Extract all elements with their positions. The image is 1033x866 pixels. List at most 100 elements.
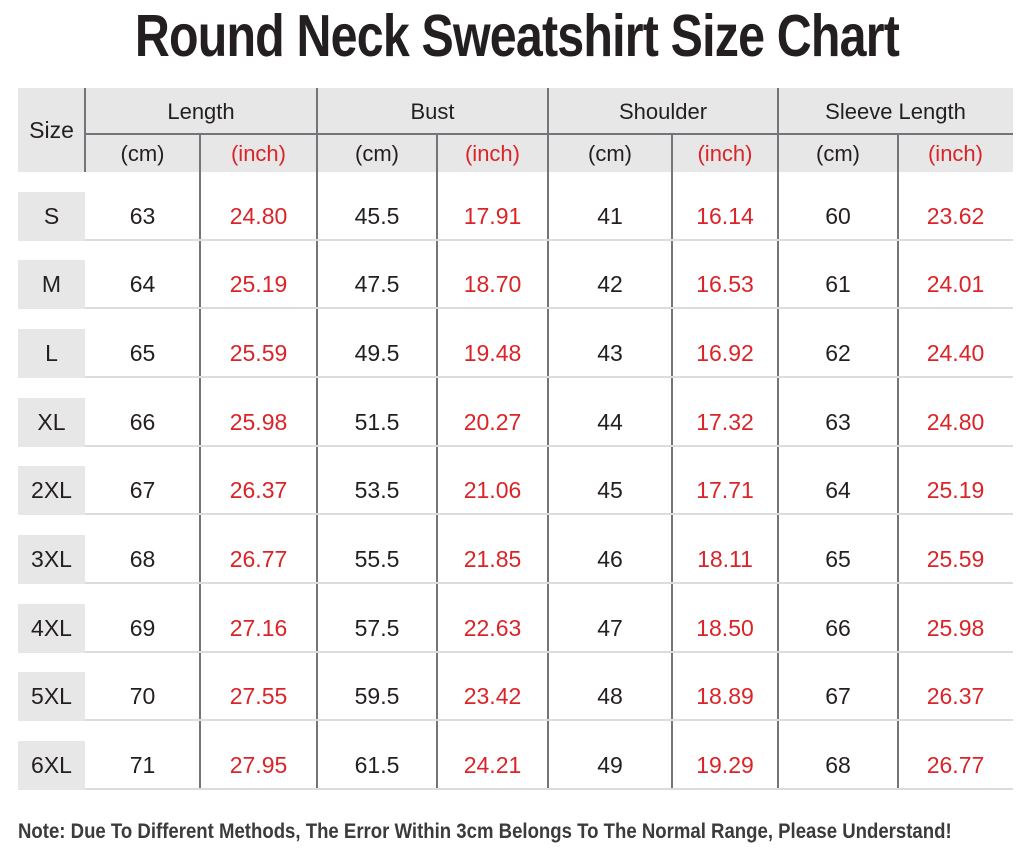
data-cell: 20.27	[463, 408, 522, 435]
data-cell: 27.16	[229, 614, 288, 641]
data-cell: 25.59	[229, 339, 288, 366]
data-cell: 24.40	[926, 339, 985, 366]
unit-inch-label: (inch)	[697, 140, 753, 166]
data-cell: 60	[825, 202, 851, 229]
data-cell: 61	[825, 271, 851, 298]
data-cell: 47	[597, 614, 623, 641]
data-cell: 25.59	[926, 545, 985, 572]
data-cell: 21.85	[463, 545, 522, 572]
data-cell: 27.95	[229, 751, 288, 778]
data-cell: 53.5	[354, 477, 400, 504]
data-cell: 42	[597, 271, 623, 298]
header-group-bust: Bust	[410, 98, 455, 124]
data-cell: 65	[825, 545, 851, 572]
data-cell: 26.37	[229, 477, 288, 504]
page-title: Round Neck Sweatshirt Size Chart	[134, 3, 899, 69]
data-cell: 67	[825, 683, 851, 710]
data-cell: 18.50	[696, 614, 754, 641]
data-cell: 51.5	[354, 408, 400, 435]
data-cell: 21.06	[463, 477, 522, 504]
data-cell: 71	[129, 751, 156, 778]
header-group-length: Length	[167, 98, 235, 124]
data-cell: 26.77	[926, 751, 985, 778]
data-cell: 63	[129, 202, 156, 229]
unit-cm-label: (cm)	[816, 140, 860, 166]
data-cell: 49.5	[354, 339, 400, 366]
data-cell: 23.42	[463, 683, 522, 710]
data-cell: 27.55	[229, 683, 288, 710]
data-cell: 16.53	[696, 271, 754, 298]
size-cell: 2XL	[18, 466, 85, 516]
data-cell: 57.5	[354, 614, 400, 641]
data-cell: 17.32	[696, 408, 754, 435]
unit-inch-label: (inch)	[927, 140, 983, 166]
data-cell: 43	[597, 339, 623, 366]
header-size: Size	[29, 116, 74, 143]
unit-cm-label: (cm)	[355, 140, 399, 166]
data-cell: 61.5	[354, 751, 400, 778]
data-cell: 68	[825, 751, 851, 778]
data-cell: 41	[597, 202, 623, 229]
data-cell: 59.5	[354, 683, 400, 710]
data-cell: 24.80	[229, 202, 288, 229]
data-cell: 70	[129, 683, 156, 710]
data-cell: 25.19	[926, 477, 985, 504]
data-cell: 45.5	[354, 202, 400, 229]
data-cell: 62	[825, 339, 851, 366]
data-cell: 18.70	[463, 271, 522, 298]
data-cell: 24.80	[926, 408, 985, 435]
data-cell: 25.98	[229, 408, 288, 435]
data-cell: 26.77	[229, 545, 288, 572]
size-cell: M	[18, 260, 85, 310]
data-cell: 48	[597, 683, 623, 710]
data-cell: 25.19	[229, 271, 288, 298]
data-cell: 64	[825, 477, 851, 504]
data-cell: 68	[129, 545, 156, 572]
data-cell: 49	[597, 751, 623, 778]
size-cell: 4XL	[18, 603, 85, 653]
data-cell: 47.5	[354, 271, 400, 298]
data-cell: 66	[825, 614, 851, 641]
data-cell: 18.11	[697, 545, 753, 572]
data-cell: 19.48	[463, 339, 522, 366]
data-cell: 19.29	[696, 751, 754, 778]
data-cell: 24.21	[463, 751, 522, 778]
data-cell: 18.89	[696, 683, 754, 710]
data-cell: 67	[129, 477, 156, 504]
header-group-shoulder: Shoulder	[618, 98, 708, 124]
data-cell: 16.14	[696, 202, 754, 229]
size-cell: 5XL	[18, 672, 85, 722]
size-table: Size Length Bust Shoulder Sleeve Length (cm) (…	[18, 88, 1013, 791]
data-cell: 22.63	[463, 614, 522, 641]
size-cell: 6XL	[18, 740, 85, 790]
size-table-grid: Size Length Bust Shoulder Sleeve Length (cm) (…	[18, 88, 1013, 790]
data-cell: 63	[825, 408, 851, 435]
data-cell: 17.71	[696, 477, 754, 504]
data-cell: 17.91	[463, 202, 522, 229]
table-header-background	[18, 88, 1013, 172]
data-cell: 23.62	[926, 202, 985, 229]
data-cell: 24.01	[926, 271, 985, 298]
data-cell: 65	[129, 339, 156, 366]
unit-cm-label: (cm)	[588, 140, 632, 166]
data-cell: 55.5	[354, 545, 400, 572]
size-cell: L	[18, 328, 85, 378]
size-cell: 3XL	[18, 534, 85, 584]
note-text: Note: Due To Different Methods, The Erro…	[18, 820, 952, 843]
data-cell: 25.98	[926, 614, 985, 641]
data-cell: 46	[597, 545, 623, 572]
data-cell: 66	[129, 408, 156, 435]
header-group-sleeve-length: Sleeve Length	[825, 98, 966, 124]
unit-inch-label: (inch)	[464, 140, 520, 166]
data-cell: 69	[129, 614, 156, 641]
data-cell: 64	[129, 271, 156, 298]
size-cell: S	[18, 191, 85, 241]
data-cell: 45	[597, 477, 623, 504]
title-area: Round Neck Sweatshirt Size Chart	[0, 2, 1033, 70]
unit-cm-label: (cm)	[120, 140, 165, 166]
data-cell: 26.37	[926, 683, 985, 710]
unit-inch-label: (inch)	[230, 140, 286, 166]
data-cell: 44	[597, 408, 623, 435]
size-cell: XL	[18, 397, 85, 447]
